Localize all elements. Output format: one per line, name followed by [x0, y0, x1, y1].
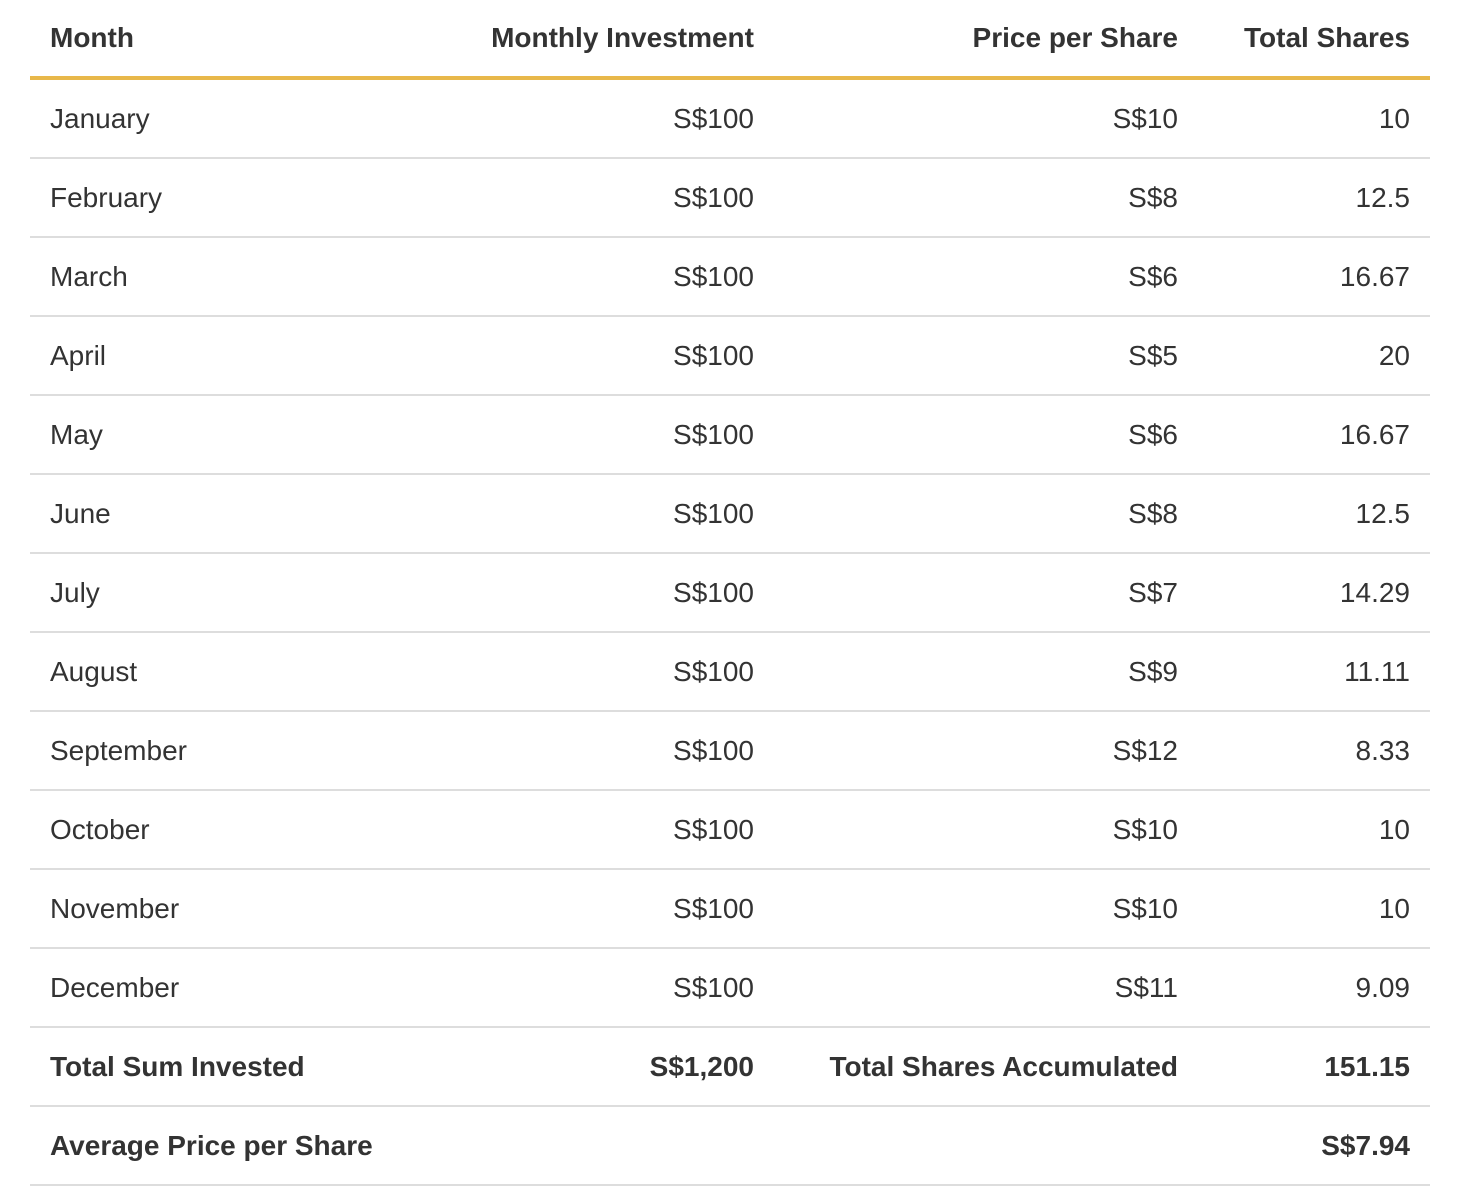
cell-price: S$6: [774, 237, 1198, 317]
cell-shares: 10: [1198, 869, 1430, 949]
cell-investment: S$100: [380, 474, 774, 554]
table-row: April S$100 S$5 20: [30, 316, 1430, 396]
cell-price: S$7: [774, 553, 1198, 633]
cell-price: S$10: [774, 78, 1198, 159]
table-row: June S$100 S$8 12.5: [30, 474, 1430, 554]
cell-month: October: [30, 790, 380, 870]
cell-shares: 11.11: [1198, 632, 1430, 712]
cell-price: S$10: [774, 790, 1198, 870]
table-body: January S$100 S$10 10 February S$100 S$8…: [30, 78, 1430, 1186]
cell-investment: S$100: [380, 632, 774, 712]
dca-table-container: Month Monthly Investment Price per Share…: [30, 0, 1430, 1186]
average-empty-cell: [380, 1106, 774, 1186]
cell-month: May: [30, 395, 380, 475]
cell-month: July: [30, 553, 380, 633]
totals-row: Total Sum Invested S$1,200 Total Shares …: [30, 1027, 1430, 1107]
cell-price: S$10: [774, 869, 1198, 949]
cell-investment: S$100: [380, 711, 774, 791]
table-row: July S$100 S$7 14.29: [30, 553, 1430, 633]
cell-investment: S$100: [380, 948, 774, 1028]
cell-price: S$11: [774, 948, 1198, 1028]
cell-price: S$5: [774, 316, 1198, 396]
cell-shares: 12.5: [1198, 474, 1430, 554]
cell-shares: 20: [1198, 316, 1430, 396]
table-header: Month Monthly Investment Price per Share…: [30, 0, 1430, 80]
cell-shares: 16.67: [1198, 237, 1430, 317]
total-shares-label: Total Shares Accumulated: [774, 1027, 1198, 1107]
table-row: May S$100 S$6 16.67: [30, 395, 1430, 475]
table-row: September S$100 S$12 8.33: [30, 711, 1430, 791]
total-invested-value: S$1,200: [380, 1027, 774, 1107]
cell-shares: 16.67: [1198, 395, 1430, 475]
table-row: August S$100 S$9 11.11: [30, 632, 1430, 712]
cell-shares: 10: [1198, 78, 1430, 159]
cell-shares: 14.29: [1198, 553, 1430, 633]
header-total-shares: Total Shares: [1198, 0, 1430, 80]
cell-month: August: [30, 632, 380, 712]
header-monthly-investment: Monthly Investment: [380, 0, 774, 80]
cell-shares: 10: [1198, 790, 1430, 870]
cell-shares: 12.5: [1198, 158, 1430, 238]
total-invested-label: Total Sum Invested: [30, 1027, 380, 1107]
cell-investment: S$100: [380, 78, 774, 159]
cell-shares: 9.09: [1198, 948, 1430, 1028]
cell-price: S$8: [774, 158, 1198, 238]
cell-month: February: [30, 158, 380, 238]
header-month: Month: [30, 0, 380, 80]
total-shares-value: 151.15: [1198, 1027, 1430, 1107]
cell-month: September: [30, 711, 380, 791]
cell-price: S$6: [774, 395, 1198, 475]
cell-shares: 8.33: [1198, 711, 1430, 791]
table-row: February S$100 S$8 12.5: [30, 158, 1430, 238]
table-row: October S$100 S$10 10: [30, 790, 1430, 870]
cell-price: S$8: [774, 474, 1198, 554]
table-row: November S$100 S$10 10: [30, 869, 1430, 949]
cell-price: S$9: [774, 632, 1198, 712]
average-empty-cell: [774, 1106, 1198, 1186]
cell-month: March: [30, 237, 380, 317]
average-row: Average Price per Share S$7.94: [30, 1106, 1430, 1186]
cell-investment: S$100: [380, 158, 774, 238]
dca-table: Month Monthly Investment Price per Share…: [30, 0, 1430, 1186]
table-row: March S$100 S$6 16.67: [30, 237, 1430, 317]
cell-investment: S$100: [380, 316, 774, 396]
cell-month: January: [30, 78, 380, 159]
cell-price: S$12: [774, 711, 1198, 791]
cell-investment: S$100: [380, 395, 774, 475]
cell-investment: S$100: [380, 869, 774, 949]
header-row: Month Monthly Investment Price per Share…: [30, 0, 1430, 80]
header-price-per-share: Price per Share: [774, 0, 1198, 80]
average-price-value: S$7.94: [1198, 1106, 1430, 1186]
cell-month: November: [30, 869, 380, 949]
table-row: December S$100 S$11 9.09: [30, 948, 1430, 1028]
cell-investment: S$100: [380, 237, 774, 317]
cell-month: June: [30, 474, 380, 554]
cell-investment: S$100: [380, 790, 774, 870]
cell-investment: S$100: [380, 553, 774, 633]
cell-month: December: [30, 948, 380, 1028]
cell-month: April: [30, 316, 380, 396]
average-price-label: Average Price per Share: [30, 1106, 380, 1186]
table-row: January S$100 S$10 10: [30, 78, 1430, 159]
